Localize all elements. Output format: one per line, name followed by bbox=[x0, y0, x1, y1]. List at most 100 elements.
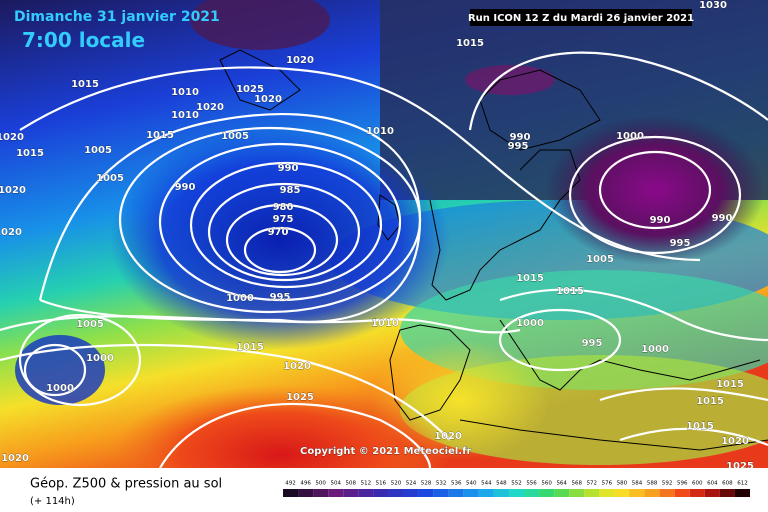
colorbar-label: 536 bbox=[451, 481, 462, 487]
colorbar-swatch bbox=[478, 489, 494, 497]
isobar bbox=[158, 142, 402, 302]
isobar-label: 1000 bbox=[616, 131, 644, 142]
colorbar-swatch bbox=[493, 489, 509, 497]
isobar-label: 1020 bbox=[0, 185, 26, 196]
colorbar-swatch bbox=[508, 489, 525, 497]
isobar bbox=[0, 315, 521, 334]
colorbar-label: 580 bbox=[617, 481, 628, 487]
isobar-label: 1000 bbox=[46, 383, 74, 394]
colorbar-swatch bbox=[734, 489, 750, 497]
colorbar-label: 588 bbox=[647, 481, 658, 487]
isobar-label: 995 bbox=[270, 292, 291, 303]
colorbar-swatch bbox=[554, 489, 570, 497]
isobar-label: 980 bbox=[273, 202, 294, 213]
colorbar-swatch bbox=[689, 489, 705, 497]
coastline bbox=[479, 69, 601, 151]
isobar-label: 1005 bbox=[96, 173, 124, 184]
colorbar-label: 528 bbox=[421, 481, 432, 487]
colorbar-label: 500 bbox=[315, 481, 326, 487]
isobar bbox=[599, 387, 768, 402]
isobar-label: 1015 bbox=[556, 286, 584, 297]
isobar bbox=[189, 161, 383, 289]
isobar-label: 1000 bbox=[226, 293, 254, 304]
isobar-label: 1020 bbox=[721, 436, 749, 447]
colorbar-label: 524 bbox=[406, 481, 417, 487]
colorbar-swatch bbox=[584, 489, 600, 497]
isobar-label: 995 bbox=[670, 238, 691, 249]
colorbar-label: 596 bbox=[677, 481, 688, 487]
map-time: 7:00 locale bbox=[22, 28, 145, 52]
isobar-label: 1000 bbox=[641, 344, 669, 355]
isobar-label: 1015 bbox=[716, 379, 744, 390]
colorbar-swatch bbox=[343, 489, 359, 497]
colorbar-swatch bbox=[674, 489, 690, 497]
isobar-label: 970 bbox=[268, 227, 289, 238]
colorbar-label: 516 bbox=[376, 481, 387, 487]
colorbar-swatch bbox=[373, 489, 389, 497]
isobar bbox=[499, 288, 768, 342]
colorbar-label: 564 bbox=[556, 481, 567, 487]
colorbar-label: 552 bbox=[511, 481, 522, 487]
colorbar-swatch bbox=[283, 489, 299, 497]
isobar bbox=[159, 402, 432, 469]
isobar-label: 1015 bbox=[456, 38, 484, 49]
colorbar-swatch bbox=[433, 489, 449, 497]
colorbar-swatch bbox=[629, 489, 645, 497]
colorbar-swatch bbox=[388, 489, 404, 497]
isobar-label: 1020 bbox=[286, 55, 314, 66]
isobar-label: 1010 bbox=[366, 126, 394, 137]
colorbar-label: 576 bbox=[602, 481, 613, 487]
isobar-label: 1020 bbox=[254, 94, 282, 105]
isobars bbox=[0, 51, 768, 469]
footer-title: Géop. Z500 & pression au sol bbox=[30, 477, 222, 492]
colorbar-swatch bbox=[569, 489, 585, 497]
isobar-label: 1005 bbox=[76, 319, 104, 330]
copyright: Copyright © 2021 Meteociel.fr bbox=[300, 446, 471, 457]
colorbar-swatch bbox=[644, 489, 660, 497]
isobar-label: 1020 bbox=[0, 227, 22, 238]
isobar-label: 1015 bbox=[696, 396, 724, 407]
coastline bbox=[429, 149, 581, 301]
colorbar-swatch bbox=[524, 489, 540, 497]
colorbar-swatch bbox=[328, 489, 344, 497]
isobar bbox=[598, 150, 712, 230]
isobar-label: 990 bbox=[510, 132, 531, 143]
coastline bbox=[389, 324, 471, 421]
colorbar-swatch bbox=[659, 489, 675, 497]
colorbar-swatch bbox=[704, 489, 720, 497]
isobar-label: 1010 bbox=[371, 318, 399, 329]
colorbar-label: 560 bbox=[541, 481, 552, 487]
coastline bbox=[377, 194, 401, 241]
colorbar-label: 568 bbox=[572, 481, 583, 487]
isobar bbox=[207, 182, 361, 282]
colorbar-label: 492 bbox=[285, 481, 296, 487]
colorbar-label: 608 bbox=[722, 481, 733, 487]
isobar-label: 975 bbox=[273, 214, 294, 225]
isobar-label: 1025 bbox=[236, 84, 264, 95]
isobar-label: 1005 bbox=[84, 145, 112, 156]
colorbar-label: 512 bbox=[361, 481, 372, 487]
colorbar-swatch bbox=[463, 489, 479, 497]
isobar-label: 1005 bbox=[586, 254, 614, 265]
coastline bbox=[219, 49, 301, 111]
isobar bbox=[0, 343, 451, 441]
colorbar-swatch bbox=[418, 489, 434, 497]
isobar bbox=[18, 313, 142, 407]
isobar-label: 1015 bbox=[71, 79, 99, 90]
map-region bbox=[190, 0, 330, 50]
isobar-label: 1015 bbox=[686, 421, 714, 432]
isobar-label: 1015 bbox=[146, 130, 174, 141]
colorbar-label: 544 bbox=[481, 481, 492, 487]
isobar-label: 1015 bbox=[236, 342, 264, 353]
run-info: Run ICON 12 Z du Mardi 26 janvier 2021 bbox=[468, 13, 694, 24]
isobar bbox=[225, 203, 339, 277]
isobar bbox=[468, 51, 768, 131]
colorbar-swatch bbox=[614, 489, 630, 497]
colorbar-swatch bbox=[403, 489, 419, 497]
isobar-label: 1030 bbox=[699, 0, 727, 11]
isobar bbox=[498, 308, 622, 372]
colorbar-label: 612 bbox=[737, 481, 748, 487]
colorbar-label: 504 bbox=[330, 481, 341, 487]
isobar-label: 1020 bbox=[0, 132, 24, 143]
coastlines bbox=[219, 49, 768, 451]
